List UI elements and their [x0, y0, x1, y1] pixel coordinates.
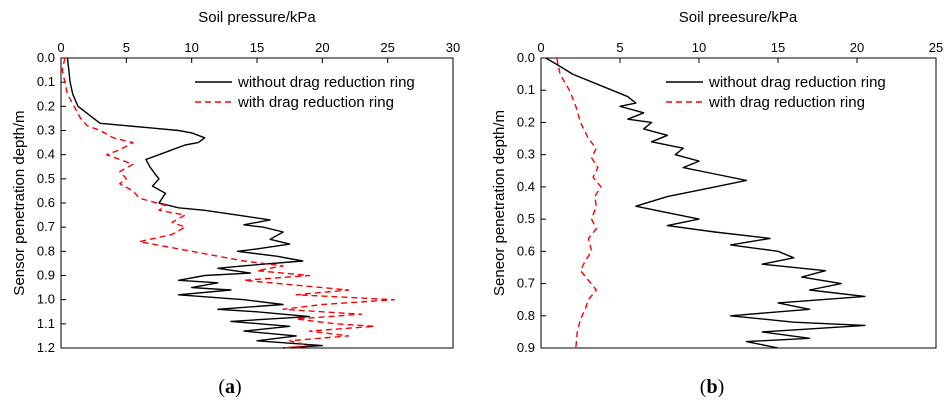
panel-b-y-tick-label: 0.7: [517, 276, 535, 291]
panel-b-chart: Soil preesure/kPa Seneor penetration dep…: [491, 9, 943, 398]
panel-a-chart: Soil pressure/kPa Sensor penetration dep…: [11, 9, 460, 398]
panel-a-y-tick-label: 0.4: [37, 147, 55, 162]
panel-b-caption: (b): [700, 376, 724, 398]
panel-b-y-axis-title: Seneor penetration depth/m: [491, 110, 508, 296]
panel-b-plot-area: [540, 57, 937, 349]
panel-b-x-tick-label: 15: [771, 40, 785, 55]
panel-a-x-tick-label: 30: [446, 40, 460, 55]
panel-a-y-tick-label: 0.9: [37, 268, 55, 283]
panel-b-y-tick-label: 0.4: [517, 179, 535, 194]
panel-b-series-line-with-ring: [556, 57, 602, 349]
panel-a-y-tick-label: 1.0: [37, 292, 55, 307]
panel-b-x-tick-label: 0: [537, 40, 544, 55]
panel-a-y-tick-label: 0.2: [37, 98, 55, 113]
panel-b-series-line-without-ring: [545, 57, 866, 349]
panel-a-x-tick-label: 25: [380, 40, 394, 55]
panel-b-y-tick-label: 0.6: [517, 243, 535, 258]
panel-a-legend-label-with-ring: with drag reduction ring: [237, 94, 394, 111]
panel-a-x-tick-label: 15: [250, 40, 264, 55]
panel-a-x-tick-label: 5: [123, 40, 130, 55]
panel-a-y-tick-label: 0.7: [37, 219, 55, 234]
panel-a-series-line-with-ring: [61, 57, 395, 349]
panel-a-x-tick-label: 0: [57, 40, 64, 55]
panel-b-y-tick-label: 0.5: [517, 211, 535, 226]
panel-a-y-tick-label: 0.3: [37, 123, 55, 138]
panel-b-x-tick-label: 10: [692, 40, 706, 55]
panel-a-y-tick-label: 0.0: [37, 50, 55, 65]
panel-b-y-tick-label: 0.8: [517, 308, 535, 323]
panel-b-legend-label-without-ring: without drag reduction ring: [708, 74, 886, 91]
panel-a-caption: (a): [218, 376, 241, 398]
panel-a-legend: without drag reduction ring with drag re…: [195, 74, 415, 111]
panel-a-series-line-without-ring: [66, 57, 323, 349]
panel-b-legend-label-with-ring: with drag reduction ring: [708, 94, 865, 111]
panel-a-legend-label-without-ring: without drag reduction ring: [237, 74, 415, 91]
panel-b-y-tick-label: 0.1: [517, 82, 535, 97]
panel-a-y-tick-label: 0.1: [37, 74, 55, 89]
panel-b-y-tick-label: 0.9: [517, 340, 535, 355]
panel-a-y-tick-label: 1.1: [37, 316, 55, 331]
panel-b-x-tick-label: 20: [850, 40, 864, 55]
panel-b-y-tick-label: 0.0: [517, 50, 535, 65]
panel-a-y-tick-label: 0.5: [37, 171, 55, 186]
panel-a-x-tick-label: 20: [315, 40, 329, 55]
panel-a-y-axis-title: Sensor penetration depth/m: [11, 110, 28, 295]
panel-a-plot-area: [60, 57, 454, 349]
panel-a-y-tick-label: 0.8: [37, 243, 55, 258]
panel-b-y-tick-label: 0.3: [517, 147, 535, 162]
panel-a-y-tick-label: 1.2: [37, 340, 55, 355]
panel-b-x-tick-label: 5: [616, 40, 623, 55]
panel-b-y-tick-label: 0.2: [517, 114, 535, 129]
panel-a-x-axis-title: Soil pressure/kPa: [198, 9, 316, 26]
panel-b-x-axis-title: Soil preesure/kPa: [679, 9, 798, 26]
panel-a-y-tick-label: 0.6: [37, 195, 55, 210]
panel-b-x-tick-label: 25: [929, 40, 943, 55]
panel-a-x-tick-label: 10: [184, 40, 198, 55]
panel-b-legend: without drag reduction ring with drag re…: [666, 74, 886, 111]
